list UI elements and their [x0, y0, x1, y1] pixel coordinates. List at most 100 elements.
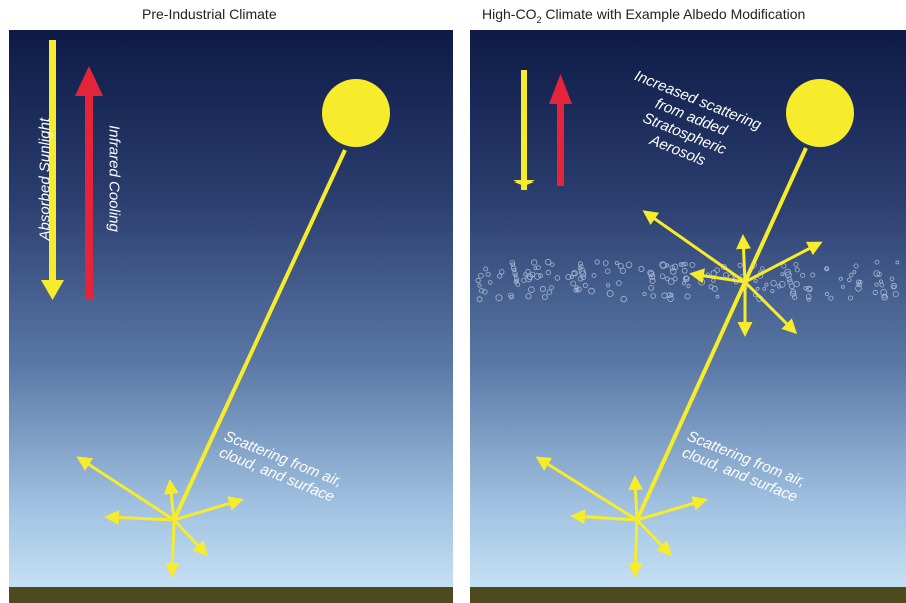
aerosol-particle [895, 260, 900, 265]
aerosol-particle [515, 281, 521, 287]
aerosol-particle [539, 285, 546, 292]
surface-scatter-arrows [76, 456, 244, 578]
aerosol-particle [642, 291, 647, 297]
aerosol-particle [649, 277, 656, 284]
aerosol-particle [856, 282, 862, 288]
infrared-cooling-arrow [549, 74, 572, 186]
aerosol-particle [478, 272, 484, 279]
aerosol-particle [602, 260, 609, 267]
aerosol-particle [787, 279, 793, 285]
aerosol-particle [874, 282, 879, 287]
right-diagram [475, 70, 900, 578]
aerosol-particle [570, 280, 577, 287]
aerosol-particle [853, 263, 859, 269]
aerosol-particle [523, 272, 528, 277]
aerosol-particle [840, 284, 845, 289]
aerosol-particle [606, 283, 611, 288]
aerosol-particle [715, 294, 720, 299]
aerosol-particle [892, 291, 899, 298]
aerosol-particle [764, 282, 769, 287]
aerosol-particle [579, 270, 587, 278]
aerosol-particle [711, 285, 718, 292]
aerosol-particle [698, 278, 706, 286]
aerosol-particle [672, 276, 678, 282]
aerosol-particle [737, 262, 743, 268]
aerosol-particle [531, 259, 538, 266]
aerosol-particle [577, 261, 583, 267]
aerosol-particle [478, 288, 485, 294]
aerosol-particle [483, 266, 489, 272]
aerosol-particle [805, 285, 813, 293]
aerosol-particle [681, 267, 688, 274]
aerosol-particle [549, 285, 555, 291]
aerosol-scatter-arrows [642, 210, 823, 337]
aerosol-particle [781, 263, 787, 269]
aerosol-particle [513, 276, 519, 282]
aerosol-particle [617, 262, 624, 269]
right-title-suffix: Climate with Example Albedo Modification [541, 6, 806, 22]
aerosol-particle [780, 272, 785, 277]
aerosol-particle [810, 272, 816, 278]
aerosol-particle [577, 266, 583, 271]
aerosol-particle [625, 261, 633, 269]
right-title-prefix: High-CO [482, 6, 537, 22]
aerosol-particle [659, 261, 667, 269]
aerosol-particle [509, 260, 516, 266]
incoming-sunlight-ray [743, 147, 808, 283]
aerosol-particle [521, 277, 527, 283]
aerosol-particle [594, 259, 600, 265]
aerosol-particle [665, 276, 670, 282]
aerosol-particle [571, 270, 577, 276]
high-co2-panel: Increased scattering from added Stratosp… [470, 30, 906, 603]
transmitted-sunlight-ray [635, 281, 747, 521]
aerosol-particle [604, 268, 611, 274]
aerosol-layer [475, 258, 900, 303]
aerosol-particle [848, 272, 854, 278]
ground-strip [470, 587, 906, 603]
aerosol-particle [647, 269, 654, 276]
aerosol-particle [550, 262, 555, 267]
right-title-subscript: 2 [536, 14, 542, 25]
aerosol-particle [753, 278, 758, 283]
sun-icon [786, 79, 854, 147]
aerosol-particle [565, 273, 572, 280]
aerosol-particle [793, 281, 800, 288]
aerosol-particle [511, 265, 517, 271]
aerosol-particle [648, 284, 655, 291]
aerosol-particle [669, 265, 676, 271]
aerosol-particle [882, 293, 887, 299]
aerosol-particle [582, 282, 588, 288]
left-diagram [41, 40, 390, 578]
aerosol-particle [800, 272, 806, 278]
aerosol-particle [784, 271, 792, 279]
right-panel-title: High-CO2 Climate with Example Albedo Mod… [482, 6, 805, 25]
aerosol-particle [755, 286, 760, 291]
aerosol-particle [857, 279, 863, 285]
aerosol-particle [722, 272, 729, 279]
aerosol-particle [487, 280, 493, 285]
absorbed-sunlight-label: Absorbed Sunlight [36, 117, 54, 241]
aerosol-particle [891, 284, 897, 290]
aerosol-particle [546, 289, 553, 296]
aerosol-particle [616, 280, 622, 286]
aerosol-particle [680, 261, 686, 267]
aerosol-particle [806, 297, 811, 302]
aerosol-particle [538, 273, 543, 279]
aerosol-particle [575, 286, 582, 293]
aerosol-particle [545, 269, 551, 276]
aerosol-particle [476, 296, 483, 303]
absorbed-sunlight-arrow [41, 40, 64, 300]
sun-icon [322, 79, 390, 147]
surface-scatter-arrows [535, 456, 708, 578]
infrared-cooling-arrow [75, 66, 103, 300]
aerosol-particle [580, 274, 586, 280]
infrared-cooling-label: Infrared Cooling [105, 125, 123, 232]
left-panel-title: Pre-Industrial Climate [142, 6, 277, 22]
aerosol-particle [577, 276, 584, 282]
aerosol-particle [667, 295, 674, 303]
aerosol-particle [838, 276, 843, 281]
aerosol-particle [711, 278, 716, 283]
aerosol-particle [497, 273, 503, 279]
aerosol-particle [508, 292, 514, 299]
aerosol-particle [770, 279, 777, 287]
